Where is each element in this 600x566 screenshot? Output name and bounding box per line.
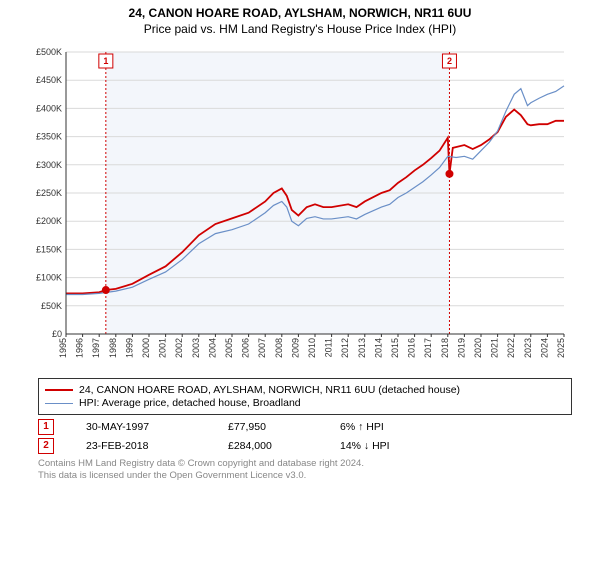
svg-text:2001: 2001 (158, 338, 168, 358)
svg-text:2020: 2020 (473, 338, 483, 358)
svg-text:£500K: £500K (36, 47, 62, 57)
svg-text:2010: 2010 (307, 338, 317, 358)
svg-text:£200K: £200K (36, 216, 62, 226)
svg-text:2014: 2014 (373, 338, 383, 358)
sale-row: 1 30-MAY-1997 £77,950 6% ↑ HPI (38, 419, 572, 435)
sale-price: £77,950 (228, 421, 308, 433)
sale-delta: 6% ↑ HPI (340, 421, 384, 433)
sale-date: 30-MAY-1997 (86, 421, 196, 433)
svg-text:1: 1 (103, 56, 108, 66)
svg-text:2022: 2022 (506, 338, 516, 358)
svg-text:2017: 2017 (423, 338, 433, 358)
attribution: Contains HM Land Registry data © Crown c… (38, 458, 572, 483)
svg-text:2018: 2018 (440, 338, 450, 358)
svg-text:1997: 1997 (91, 338, 101, 358)
legend-swatch (45, 389, 73, 391)
svg-text:2015: 2015 (390, 338, 400, 358)
svg-text:2019: 2019 (456, 338, 466, 358)
attribution-line-2: This data is licensed under the Open Gov… (38, 470, 572, 482)
svg-text:2005: 2005 (224, 338, 234, 358)
attribution-line-1: Contains HM Land Registry data © Crown c… (38, 458, 572, 470)
chart-title: 24, CANON HOARE ROAD, AYLSHAM, NORWICH, … (0, 6, 600, 20)
sales-table: 1 30-MAY-1997 £77,950 6% ↑ HPI 2 23-FEB-2018 £… (38, 419, 572, 454)
svg-text:2003: 2003 (191, 338, 201, 358)
legend-label: 24, CANON HOARE ROAD, AYLSHAM, NORWICH, … (79, 384, 460, 396)
sale-marker: 1 (38, 419, 54, 435)
legend-row: HPI: Average price, detached house, Broa… (45, 397, 565, 409)
legend-swatch (45, 403, 73, 404)
legend: 24, CANON HOARE ROAD, AYLSHAM, NORWICH, … (38, 378, 572, 415)
svg-text:1996: 1996 (75, 338, 85, 358)
svg-text:2021: 2021 (490, 338, 500, 358)
svg-text:2013: 2013 (357, 338, 367, 358)
svg-text:1998: 1998 (108, 338, 118, 358)
svg-text:2012: 2012 (340, 338, 350, 358)
svg-text:2011: 2011 (324, 338, 334, 357)
svg-text:2002: 2002 (174, 338, 184, 358)
svg-text:1999: 1999 (124, 338, 134, 358)
svg-text:£100K: £100K (36, 273, 62, 283)
svg-text:2016: 2016 (407, 338, 417, 358)
sale-row: 2 23-FEB-2018 £284,000 14% ↓ HPI (38, 438, 572, 454)
svg-text:2024: 2024 (539, 338, 549, 358)
sale-price: £284,000 (228, 440, 308, 452)
sale-marker: 2 (38, 438, 54, 454)
svg-text:£0: £0 (52, 329, 62, 339)
svg-text:2006: 2006 (241, 338, 251, 358)
svg-text:2: 2 (447, 56, 452, 66)
svg-text:2023: 2023 (523, 338, 533, 358)
legend-label: HPI: Average price, detached house, Broa… (79, 397, 301, 409)
svg-text:£250K: £250K (36, 188, 62, 198)
svg-text:2025: 2025 (556, 338, 566, 358)
svg-text:2009: 2009 (290, 338, 300, 358)
svg-text:£450K: £450K (36, 75, 62, 85)
svg-text:£350K: £350K (36, 132, 62, 142)
svg-text:2007: 2007 (257, 338, 267, 358)
sale-date: 23-FEB-2018 (86, 440, 196, 452)
svg-text:2004: 2004 (207, 338, 217, 358)
svg-text:£150K: £150K (36, 244, 62, 254)
chart-subtitle: Price paid vs. HM Land Registry's House … (0, 22, 600, 36)
svg-text:£400K: £400K (36, 103, 62, 113)
svg-text:£50K: £50K (41, 301, 62, 311)
svg-text:2000: 2000 (141, 338, 151, 358)
price-chart: £0 £50K £100K £150K £200K £250K £300K £350K £400… (20, 42, 580, 372)
svg-text:£300K: £300K (36, 160, 62, 170)
svg-text:1995: 1995 (58, 338, 68, 358)
legend-row: 24, CANON HOARE ROAD, AYLSHAM, NORWICH, … (45, 384, 565, 396)
svg-text:2008: 2008 (274, 338, 284, 358)
sale-delta: 14% ↓ HPI (340, 440, 390, 452)
